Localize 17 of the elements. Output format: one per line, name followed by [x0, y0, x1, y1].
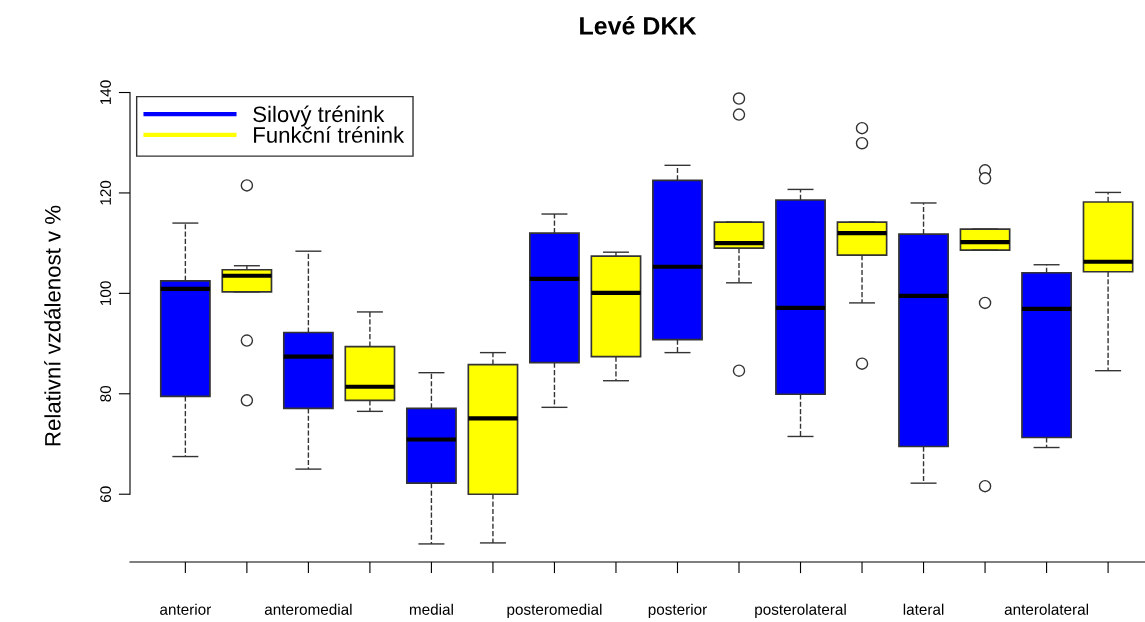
- y-tick-label: 140: [100, 80, 112, 105]
- chart-title: Levé DKK: [580, 16, 697, 35]
- y-tick-label: 80: [100, 385, 112, 402]
- y-tick-label: 120: [100, 180, 112, 205]
- x-tick-label: lateral: [903, 603, 944, 615]
- legend-label: Silový trénink: [253, 105, 385, 127]
- x-tick-label: anterior: [160, 603, 212, 615]
- x-tick-label: anterolateral: [1004, 603, 1089, 615]
- x-tick-label: medial: [409, 603, 453, 615]
- y-axis-title: Relativní vzdálenost v %: [44, 205, 61, 446]
- y-tick-label: 60: [100, 486, 112, 502]
- y-tick-label: 100: [100, 281, 112, 305]
- x-tick-label: posteromedial: [507, 603, 602, 618]
- legend-label: Funkční trénink: [254, 126, 405, 143]
- x-tick-label: anteromedial: [264, 603, 352, 615]
- x-tick-label: posterior: [648, 603, 707, 618]
- x-tick-label: posterolateral: [755, 603, 846, 618]
